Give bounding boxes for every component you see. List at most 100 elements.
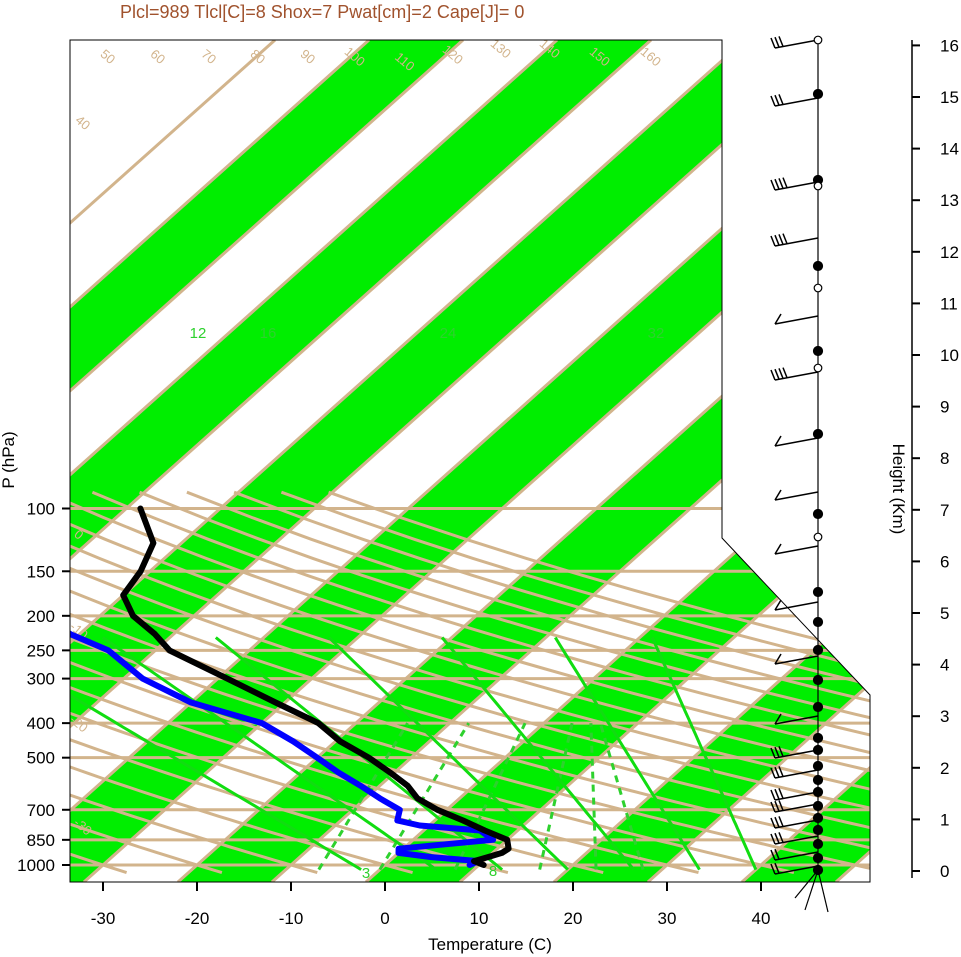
y-tick-label: 200 <box>27 607 55 626</box>
mixing-ratio-label: 16 <box>260 325 277 342</box>
wind-barb <box>774 489 819 501</box>
y-tick-label: 500 <box>27 749 55 768</box>
wind-barb <box>770 233 819 247</box>
level-marker <box>812 852 824 864</box>
isotherm-line <box>70 40 558 882</box>
dewpoint-line <box>70 505 497 868</box>
dry-adiabat <box>70 491 223 875</box>
isobar-lines <box>70 507 870 867</box>
y-tick-label: 250 <box>27 641 55 660</box>
level-marker <box>813 363 823 373</box>
y-tick-label: 1000 <box>17 856 55 875</box>
wind-barb <box>770 94 819 107</box>
height-tick-label: 7 <box>940 501 949 520</box>
level-marker <box>812 508 824 520</box>
level-marker <box>812 812 824 824</box>
isotherm-label: 20 <box>733 234 754 255</box>
x-tick-label: -20 <box>185 909 210 928</box>
isotherm-line <box>70 40 652 882</box>
height-tick-label: 8 <box>940 449 949 468</box>
y-tick-label: 700 <box>27 801 55 820</box>
x-tick-label: 0 <box>380 909 389 928</box>
height-tick-label: 1 <box>940 810 949 829</box>
surface-wind <box>817 869 829 913</box>
isotherm-label: 60 <box>148 46 169 67</box>
chart-title: Plcl=989 Tlcl[C]=8 Shox=7 Pwat[cm]=2 Cap… <box>120 2 524 22</box>
height-tick-label: 16 <box>940 36 959 55</box>
height-tick-label: 5 <box>940 604 949 623</box>
height-axis-title: Height (Km) <box>889 444 908 535</box>
height-tick-label: 4 <box>940 656 949 675</box>
height-tick-label: 10 <box>940 346 959 365</box>
level-marker <box>812 644 824 656</box>
wind-barb <box>770 177 819 191</box>
level-marker <box>812 701 824 713</box>
level-marker <box>812 824 824 836</box>
level-marker <box>813 35 823 45</box>
level-marker <box>812 674 824 686</box>
dry-adiabat <box>70 491 318 875</box>
level-marker <box>812 786 824 798</box>
level-marker <box>812 838 824 850</box>
isotherm-line <box>70 40 840 882</box>
surface-wind <box>794 869 819 899</box>
y-tick-label: 300 <box>27 670 55 689</box>
moist-adiabat <box>214 636 504 871</box>
mixing-ratio-labels: 3 8 12 16 24 32 <box>190 325 665 882</box>
moist-adiabat <box>70 636 362 871</box>
isotherm-label: 10 <box>733 316 754 337</box>
isotherm-line <box>70 40 276 882</box>
y-tick-label: 100 <box>27 500 55 519</box>
mixing-ratio-label: 24 <box>440 325 457 342</box>
level-marker <box>812 774 824 786</box>
isotherm-label: 30 <box>733 126 754 147</box>
x-tick-label: 40 <box>752 909 771 928</box>
y-tick-label: 400 <box>27 714 55 733</box>
wind-barb <box>774 599 819 611</box>
wind-barb <box>774 313 819 325</box>
y-axis: 100 150 200 250 300 400 500 700 850 1000 <box>17 500 70 875</box>
isotherm-label: 50 <box>98 46 119 67</box>
wind-barb <box>770 862 819 875</box>
mixing-ratio-label: 3 <box>362 865 370 882</box>
mixing-ratio-line <box>317 722 409 871</box>
y-tick-label: 150 <box>27 562 55 581</box>
x-tick-label: -10 <box>279 909 304 928</box>
height-tick-label: 0 <box>940 862 949 881</box>
height-tick-label: 6 <box>940 552 949 571</box>
mixing-ratio-label: 12 <box>190 325 207 342</box>
height-tick-label: 3 <box>940 707 949 726</box>
height-tick-label: 15 <box>940 88 959 107</box>
x-tick-label: 20 <box>564 909 583 928</box>
x-tick-label: 30 <box>658 909 677 928</box>
height-tick-label: 12 <box>940 243 959 262</box>
level-marker <box>812 586 824 598</box>
wind-barb <box>770 816 819 829</box>
moist-adiabat <box>327 636 569 871</box>
moist-adiabat <box>440 636 635 871</box>
height-tick-label: 13 <box>940 191 959 210</box>
isotherm-band <box>70 40 651 882</box>
mixing-ratio-line <box>589 723 598 870</box>
isotherm-band <box>177 40 870 882</box>
dry-adiabat <box>70 490 604 875</box>
isotherm-line <box>70 40 464 882</box>
y-tick-label: 850 <box>27 831 55 850</box>
dry-adiabat <box>70 490 699 875</box>
wind-barb <box>770 766 819 779</box>
level-marker <box>812 744 824 756</box>
wind-barb <box>770 746 819 759</box>
isotherm-line <box>70 40 746 882</box>
isotherm-label: 70 <box>199 46 220 67</box>
level-marker <box>812 616 824 628</box>
level-marker <box>812 800 824 812</box>
temperature-line <box>120 505 512 868</box>
wind-barb <box>774 653 819 665</box>
wind-barb <box>770 36 819 49</box>
x-tick-label: -30 <box>91 909 116 928</box>
isotherm-label: 40 <box>73 112 94 133</box>
level-marker <box>813 283 823 293</box>
mixing-ratio-label: 32 <box>648 325 665 342</box>
